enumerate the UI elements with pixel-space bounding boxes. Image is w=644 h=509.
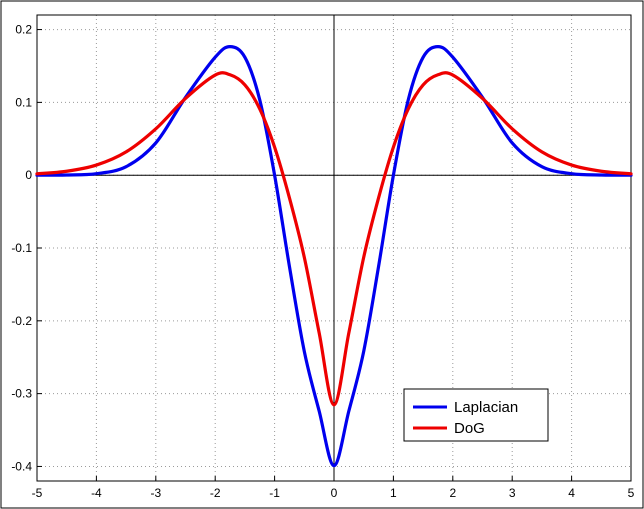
- y-tick-label: -0.2: [11, 314, 32, 328]
- x-tick-label: 5: [628, 486, 635, 500]
- y-tick-label: 0: [25, 168, 32, 182]
- legend-label-laplacian: Laplacian: [454, 399, 518, 416]
- series-line-dog: [35, 71, 633, 407]
- x-tick-label: 2: [449, 486, 456, 500]
- x-tick-label: -2: [210, 486, 221, 500]
- x-tick-label: -3: [150, 486, 161, 500]
- x-tick-label: 1: [390, 486, 397, 500]
- legend-label-dog: DoG: [454, 420, 485, 437]
- x-tick-label: 0: [331, 486, 338, 500]
- y-tick-label: 0.1: [15, 95, 32, 109]
- x-tick-label: 3: [509, 486, 516, 500]
- tick-labels: -5 -4 -3 -2 -1 0 1 2 3 4 5 -0.4 -0.3 -0.2 -0.1 0 0.1 0.2: [11, 23, 634, 500]
- y-tick-label: -0.3: [11, 387, 32, 401]
- x-tick-label: -1: [269, 486, 280, 500]
- x-tick-label: -5: [32, 486, 43, 500]
- y-tick-label: 0.2: [15, 23, 32, 37]
- legend: Laplacian DoG: [403, 388, 549, 442]
- x-tick-label: -4: [91, 486, 102, 500]
- y-tick-label: -0.1: [11, 241, 32, 255]
- series-group: [35, 45, 633, 468]
- y-tick-label: -0.4: [11, 459, 32, 473]
- legend-box: [403, 388, 549, 442]
- x-tick-label: 4: [568, 486, 575, 500]
